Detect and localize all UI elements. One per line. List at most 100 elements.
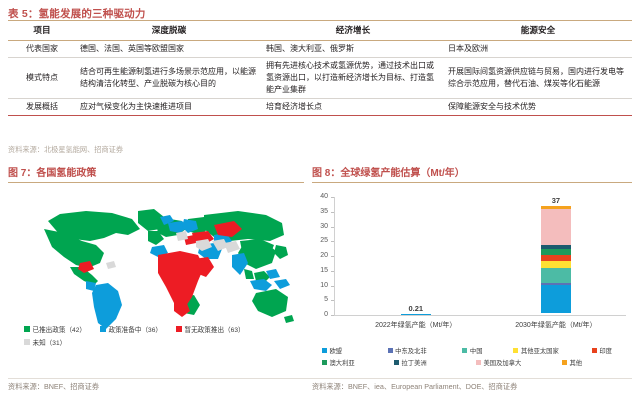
- legend-label: 未知（31）: [32, 340, 67, 347]
- legend-label: 澳大利亚: [329, 360, 355, 367]
- bar-segment: [540, 254, 571, 261]
- legend-label: 美国及加拿大: [483, 360, 522, 367]
- legend-label: 欧盟: [329, 348, 343, 355]
- footer-divider: [8, 378, 632, 379]
- figure7-source: 资料来源：BNEF、招商证券: [8, 382, 100, 391]
- legend-swatch-icon: [24, 326, 30, 332]
- table-header-row: 项目 深度脱碳 经济增长 能源安全: [8, 20, 632, 41]
- table-row: 模式特点 结合可再生能源制氢进行多场景示范应用，以能源结构清洁化转型、产业脱碳为…: [8, 57, 632, 99]
- figure8-legend: 欧盟 中东及北非 中国 其他亚太国家 印度 澳大利亚 拉丁美洲 美国及加拿大 其他: [322, 346, 632, 370]
- y-axis-tick-label: 20: [320, 252, 328, 259]
- legend-label: 印度: [599, 348, 612, 355]
- table-cell: 日本及欧洲: [444, 40, 632, 58]
- y-axis-tick-label: 40: [320, 193, 328, 200]
- table5-source: 资料来源：北极星氢能网、招商证券: [8, 145, 124, 154]
- figure8-source: 资料来源：BNEF、iea、European Parliament、DOE、招商…: [312, 382, 518, 391]
- y-axis-tick-label: 5: [324, 296, 328, 304]
- legend-swatch-icon: [591, 348, 597, 353]
- bar-value-label: 0.21: [408, 304, 424, 314]
- legend-swatch-icon: [322, 360, 327, 365]
- legend-swatch-icon: [394, 360, 399, 365]
- bar-segment: [540, 245, 571, 249]
- bar-value-label: 37: [551, 195, 561, 205]
- green-hydrogen-capacity-chart: 0 5 10 15 20 25 30 35 40 0.21 37 2022年绿氢产能（Mt/年） 2…: [312, 189, 632, 341]
- y-axis-tick-label: 10: [320, 281, 328, 289]
- x-axis-category-label: 2030年绿氢产能（Mt/年）: [515, 322, 597, 329]
- legend-label: 中东及北非: [395, 348, 427, 355]
- legend-label: 暂无政策推出（63）: [184, 327, 245, 334]
- figure7-title: 图 7：各国氢能政策: [8, 164, 304, 183]
- y-axis-tick: [331, 226, 334, 228]
- legend-item: 政策准备中（36）: [100, 324, 162, 334]
- bar-segment: [540, 282, 571, 286]
- y-axis-tick-label: 35: [320, 207, 328, 215]
- legend-label: 政策准备中（36）: [108, 327, 163, 334]
- y-axis-tick: [331, 211, 334, 213]
- legend-item: 中国: [462, 346, 513, 355]
- column-header-item: 项目: [8, 20, 76, 41]
- y-axis-tick: [331, 285, 334, 287]
- legend-item: 印度: [591, 346, 632, 355]
- legend-swatch-icon: [322, 348, 327, 353]
- legend-item: 美国及加拿大: [476, 358, 562, 367]
- y-axis-tick: [331, 256, 334, 257]
- legend-swatch-icon: [24, 339, 30, 345]
- column-header-energy-security: 能源安全: [444, 20, 632, 41]
- table-cell: 开展国际间氢资源供应链与贸易，国内进行发电等综合示范应用，替代石油、煤炭等化石能…: [444, 57, 632, 99]
- figure8-panel: 图 8：全球绿氢产能估算（Mt/年） 0 5 10 15 20 25 30 35 40 0.21…: [312, 164, 632, 367]
- y-axis-tick: [331, 300, 334, 302]
- y-axis: [334, 197, 335, 315]
- table5: 项目 深度脱碳 经济增长 能源安全 代表国家 德国、法国、英国等欧盟国家 韩国、…: [8, 20, 632, 116]
- column-header-deep-decarbonization: 深度脱碳: [76, 20, 262, 41]
- legend-item: 欧盟: [322, 346, 388, 355]
- legend-swatch-icon: [513, 348, 519, 353]
- legend-item: 澳大利亚: [322, 358, 394, 367]
- column-header-economic-growth: 经济增长: [262, 20, 444, 41]
- legend-item: 中东及北非: [387, 346, 463, 355]
- table-row: 发展概括 应对气候变化为主快速推进项目 培育经济增长点 保障能源安全与技术优势: [8, 98, 632, 116]
- table-cell: 拥有先进核心技术或氢源优势，通过技术出口或氢资源出口，以打造新经济增长为目标、打…: [262, 57, 444, 99]
- table5-container: 项目 深度脱碳 经济增长 能源安全 代表国家 德国、法国、英国等欧盟国家 韩国、…: [8, 20, 632, 116]
- legend-swatch-icon: [176, 326, 182, 332]
- bar-segment: [540, 285, 571, 314]
- figure7-legend: 已推出政策（42） 政策准备中（36） 暂无政策推出（63） 未知（31）: [24, 324, 304, 350]
- legend-label: 已推出政策（42）: [32, 327, 87, 334]
- bar-segment: [400, 314, 431, 315]
- world-map: [8, 189, 304, 339]
- map-countries-red: [78, 221, 242, 317]
- legend-swatch-icon: [100, 326, 106, 332]
- y-axis-tick: [331, 197, 334, 198]
- row-label: 模式特点: [8, 57, 76, 99]
- table-cell: 培育经济增长点: [262, 98, 444, 116]
- legend-item: 其他亚太国家: [513, 346, 591, 355]
- figure8-title: 图 8：全球绿氢产能估算（Mt/年）: [312, 164, 632, 183]
- legend-label: 拉丁美洲: [401, 360, 427, 367]
- legend-item: 未知（31）: [24, 337, 66, 347]
- bar-segment: [540, 260, 571, 268]
- legend-swatch-icon: [562, 360, 567, 365]
- y-axis-tick: [331, 241, 334, 243]
- bar-segment: [540, 205, 571, 209]
- stacked-bar: [540, 205, 571, 315]
- y-axis-tick: [331, 270, 334, 272]
- table-cell: 德国、法国、英国等欧盟国家: [76, 40, 262, 58]
- legend-swatch-icon: [387, 348, 393, 353]
- figure7-panel: 图 7：各国氢能政策: [8, 164, 304, 347]
- legend-item: 其他: [562, 358, 606, 367]
- map-countries-unknown: [106, 231, 240, 269]
- table-cell: 韩国、澳大利亚、俄罗斯: [262, 40, 444, 58]
- legend-swatch-icon: [476, 360, 481, 365]
- x-axis: [334, 315, 626, 316]
- legend-item: 已推出政策（42）: [24, 324, 86, 334]
- table-cell: 应对气候变化为主快速推进项目: [76, 98, 262, 116]
- bar-segment: [540, 267, 571, 283]
- table-cell: 保障能源安全与技术优势: [444, 98, 632, 116]
- x-axis-category-label: 2022年绿氢产能（Mt/年）: [375, 322, 457, 329]
- row-label: 代表国家: [8, 40, 76, 58]
- y-axis-tick: [331, 315, 334, 316]
- table5-title: 表 5：氢能发展的三种驱动力: [8, 8, 146, 20]
- legend-label: 中国: [469, 348, 483, 355]
- y-axis-tick-label: 0: [324, 311, 328, 318]
- y-axis-tick-label: 25: [320, 237, 328, 245]
- stacked-bar: [400, 314, 431, 315]
